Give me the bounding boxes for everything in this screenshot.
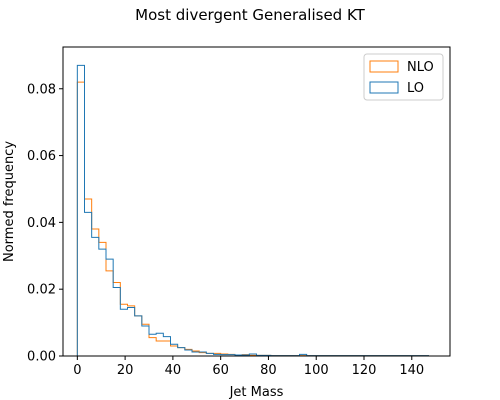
x-tick-label: 100 — [304, 363, 329, 378]
chart-title: Most divergent Generalised KT — [135, 6, 365, 24]
y-tick-label: 0.06 — [27, 149, 56, 164]
legend: NLO LO — [363, 53, 444, 101]
x-tick-label: 140 — [399, 363, 424, 378]
x-tick-label: 40 — [165, 363, 182, 378]
x-tick-label: 0 — [73, 363, 81, 378]
y-axis-ticks: 0.00 0.02 0.04 0.06 0.08 — [27, 82, 63, 365]
legend-label-nlo: NLO — [407, 60, 434, 75]
legend-swatch-lo — [369, 81, 399, 94]
legend-label-lo: LO — [407, 81, 424, 96]
x-axis-ticks: 0 20 40 60 80 100 120 140 — [73, 356, 424, 378]
x-axis-label: Jet Mass — [229, 385, 284, 400]
legend-swatch-nlo — [369, 60, 399, 73]
x-tick-label: 120 — [352, 363, 377, 378]
y-tick-label: 0.08 — [27, 82, 56, 97]
legend-box — [363, 53, 444, 101]
y-tick-label: 0.00 — [27, 350, 56, 365]
y-tick-label: 0.04 — [27, 216, 56, 231]
x-tick-label: 60 — [212, 363, 229, 378]
y-axis-label: Normed frequency — [2, 141, 17, 262]
x-tick-label: 80 — [260, 363, 277, 378]
y-tick-label: 0.02 — [27, 283, 56, 298]
plot-frame — [62, 46, 451, 357]
x-tick-label: 20 — [117, 363, 134, 378]
